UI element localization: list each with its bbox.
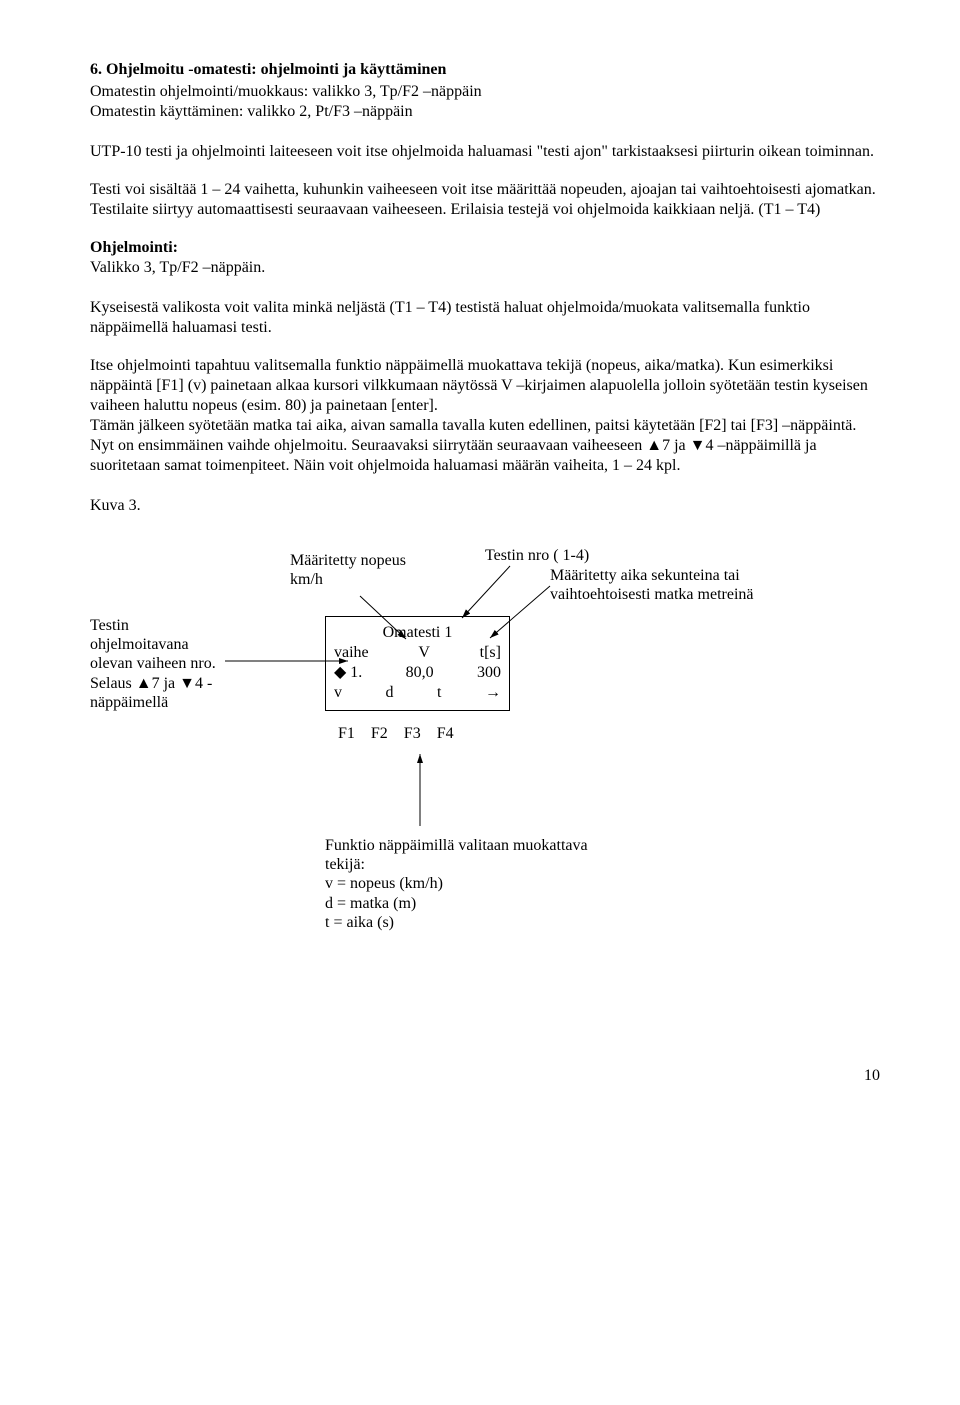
diagram-top-label-1: Määritetty nopeus km/h	[290, 551, 440, 589]
ohjelmointi-heading: Ohjelmointi:	[90, 238, 880, 258]
lcd-r4-m2: t	[437, 683, 441, 703]
paragraph-1: UTP-10 testi ja ohjelmointi laiteeseen v…	[90, 142, 880, 162]
lcd-r4-m1: d	[386, 683, 394, 703]
diagram-right-label: Määritetty aika sekunteina tai vaihtoeht…	[550, 566, 810, 604]
diagram-arrows	[90, 546, 870, 1006]
ohjelmointi-line: Valikko 3, Tp/F2 –näppäin.	[90, 258, 880, 278]
lcd-r2-left: vaihe	[334, 643, 369, 663]
paragraph-3: Kyseisestä valikosta voit valita minkä n…	[90, 298, 880, 338]
paragraph-2: Testi voi sisältää 1 – 24 vaihetta, kuhu…	[90, 180, 880, 220]
paragraph-4: Itse ohjelmointi tapahtuu valitsemalla f…	[90, 356, 880, 416]
diagram: Testin ohjelmoitavana olevan vaiheen nro…	[90, 546, 870, 1006]
page-number: 10	[90, 1066, 880, 1086]
lcd-r3-right: 300	[477, 663, 501, 683]
lcd-r4-left: v	[334, 683, 342, 703]
section-line2: Omatestin käyttäminen: valikko 2, Pt/F3 …	[90, 102, 880, 122]
lcd-r4-right: →	[485, 683, 501, 703]
lcd-row-3: ◆ 1. 80,0 300	[334, 663, 501, 683]
paragraph-5: Tämän jälkeen syötetään matka tai aika, …	[90, 416, 880, 476]
diagram-left-label: Testin ohjelmoitavana olevan vaiheen nro…	[90, 616, 230, 712]
lcd-display: Omatesti 1 vaihe V t[s] ◆ 1. 80,0 300 v …	[325, 616, 510, 711]
lcd-row-2: vaihe V t[s]	[334, 643, 501, 663]
ohjelmointi-block: Ohjelmointi: Valikko 3, Tp/F2 –näppäin.	[90, 238, 880, 278]
diagram-bottom-label: Funktio näppäimillä valitaan muokattava …	[325, 836, 625, 932]
diagram-top-label-2: Testin nro ( 1-4)	[485, 546, 645, 565]
lcd-r3-left: ◆ 1.	[334, 663, 362, 683]
kuva-label: Kuva 3.	[90, 496, 880, 516]
section-title: 6. Ohjelmoitu -omatesti: ohjelmointi ja …	[90, 60, 880, 80]
section-header: 6. Ohjelmoitu -omatesti: ohjelmointi ja …	[90, 60, 880, 122]
fkeys-row: F1 F2 F3 F4	[338, 724, 454, 744]
lcd-title: Omatesti 1	[334, 623, 501, 643]
lcd-r2-right: t[s]	[480, 643, 501, 663]
lcd-r3-mid: 80,0	[406, 663, 434, 683]
lcd-row-4: v d t →	[334, 683, 501, 703]
section-line1: Omatestin ohjelmointi/muokkaus: valikko …	[90, 82, 880, 102]
lcd-r2-mid: V	[418, 643, 430, 663]
